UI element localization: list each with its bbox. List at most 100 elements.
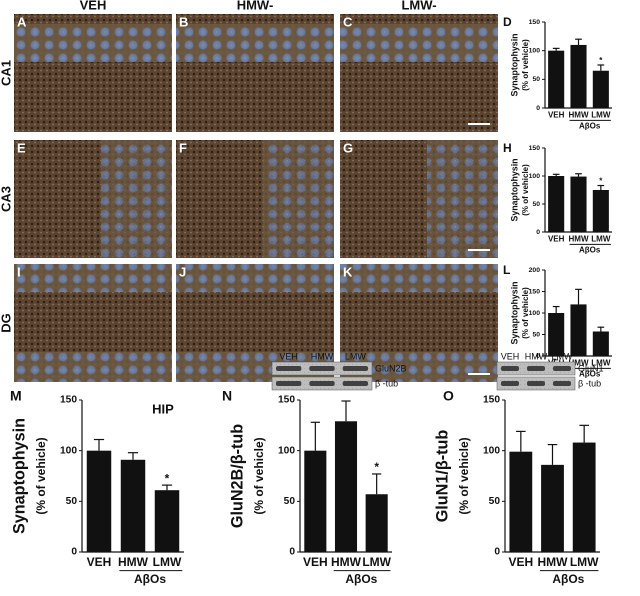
blot-lane-label: VEH	[279, 351, 298, 361]
blot-band	[342, 381, 368, 386]
panel-letter: J	[179, 264, 186, 279]
y-tick-label: 0	[494, 547, 500, 558]
column-label: HMW-	[237, 0, 274, 12]
panel-letter: G	[343, 140, 353, 155]
panel-letter: C	[343, 14, 353, 29]
x-tick-label: LMW	[362, 555, 391, 569]
y-tick-label: 100	[529, 47, 541, 54]
y-tick-label: 150	[483, 395, 500, 406]
cell-layer	[176, 24, 334, 62]
cell-layer	[340, 24, 498, 62]
panel-letter: A	[17, 14, 27, 29]
blot-band	[553, 366, 571, 371]
cell-layer	[426, 140, 498, 258]
y-tick-label: 50	[532, 201, 540, 208]
x-tick-label: LMW	[591, 110, 611, 119]
x-axis-label: AβOs	[345, 572, 377, 586]
blot-lane-label: HMW	[311, 351, 334, 361]
y-tick-label: 0	[289, 547, 295, 558]
panel-letter: L	[503, 263, 510, 277]
x-tick-label: VEH	[87, 555, 112, 569]
x-tick-label: LMW	[591, 358, 611, 367]
panel-letter: O	[443, 388, 454, 404]
x-axis-label: AβOs	[552, 572, 584, 586]
bar	[570, 44, 587, 108]
significance-mark: *	[374, 460, 379, 474]
y-axis-label: (% of vehicle)	[252, 437, 266, 514]
panel-letter: H	[503, 141, 512, 155]
x-tick-label: VEH	[508, 555, 533, 569]
y-tick-label: 50	[532, 76, 540, 83]
x-tick-label: LMW	[570, 555, 599, 569]
bar	[120, 459, 146, 552]
blot-band	[553, 381, 571, 386]
panel-letter: I	[17, 264, 21, 279]
x-axis-label: AβOs	[134, 572, 166, 586]
y-axis-label: (% of vehicle)	[521, 287, 530, 339]
x-tick-label: VEH	[548, 110, 565, 119]
panel-letter: F	[179, 140, 187, 155]
cell-layer	[262, 140, 334, 258]
x-tick-label: HMW	[538, 555, 569, 569]
x-tick-label: VEH	[303, 555, 328, 569]
y-tick-label: 0	[536, 105, 540, 112]
y-tick-label: 100	[529, 173, 541, 180]
bar	[86, 450, 112, 552]
blot-band-label: β -tub	[578, 378, 601, 388]
panel-letter: N	[222, 388, 232, 404]
y-tick-label: 100	[60, 445, 77, 456]
row-label: CA3	[0, 186, 13, 212]
cell-layer	[14, 264, 172, 292]
cell-layer	[176, 264, 334, 292]
y-tick-label: 50	[66, 496, 78, 507]
blot-lane-label: LMW	[552, 351, 574, 361]
x-axis-label: AβOs	[579, 122, 601, 131]
blot-band-label: GluN2B	[375, 363, 407, 373]
row-label: CA1	[0, 60, 13, 86]
x-axis-label: AβOs	[579, 370, 601, 379]
bar	[548, 313, 565, 356]
y-axis-label: Synaptophysin	[509, 33, 519, 96]
y-tick-label: 50	[532, 331, 540, 338]
y-tick-label: 100	[529, 310, 541, 317]
y-axis-label: GluN1/β-tub	[433, 430, 451, 523]
bar	[592, 70, 609, 108]
y-tick-label: 150	[529, 288, 541, 295]
x-tick-label: HMW	[569, 358, 589, 367]
x-tick-label: VEH	[548, 234, 565, 243]
x-tick-label: HMW	[118, 555, 149, 569]
y-tick-label: 200	[529, 267, 541, 274]
bar	[572, 442, 596, 552]
column-label: LMW-	[401, 0, 436, 12]
y-tick-label: 150	[529, 19, 541, 26]
y-axis-label: Synaptophysin	[509, 281, 519, 344]
y-axis-label: Synaptophysin	[10, 418, 28, 534]
y-tick-label: 100	[483, 445, 500, 456]
blot-band-label: β -tub	[375, 378, 398, 388]
blot-lane-label: VEH	[501, 351, 520, 361]
x-tick-label: LMW	[153, 555, 182, 569]
x-tick-label: HMW	[331, 555, 362, 569]
x-tick-label: LMW	[591, 234, 611, 243]
y-axis-label: GluN2B/β-tub	[228, 424, 246, 528]
panel-letter: E	[17, 140, 26, 155]
panel-letter: K	[343, 264, 353, 279]
blot-band	[276, 381, 302, 386]
bar	[570, 176, 587, 232]
x-tick-label: HMW	[569, 110, 589, 119]
cell-layer	[340, 264, 498, 292]
bar	[570, 304, 587, 356]
bar	[548, 50, 565, 108]
blot-band	[501, 381, 519, 386]
blot-lane-label: LMW	[345, 351, 367, 361]
y-tick-label: 50	[489, 496, 501, 507]
panel-letter: M	[10, 388, 22, 404]
significance-mark: *	[165, 471, 170, 485]
bar	[509, 451, 533, 552]
y-tick-label: 100	[278, 445, 295, 456]
y-tick-label: 0	[536, 229, 540, 236]
blot-band	[527, 381, 545, 386]
bar	[365, 494, 388, 552]
bar	[548, 176, 565, 232]
